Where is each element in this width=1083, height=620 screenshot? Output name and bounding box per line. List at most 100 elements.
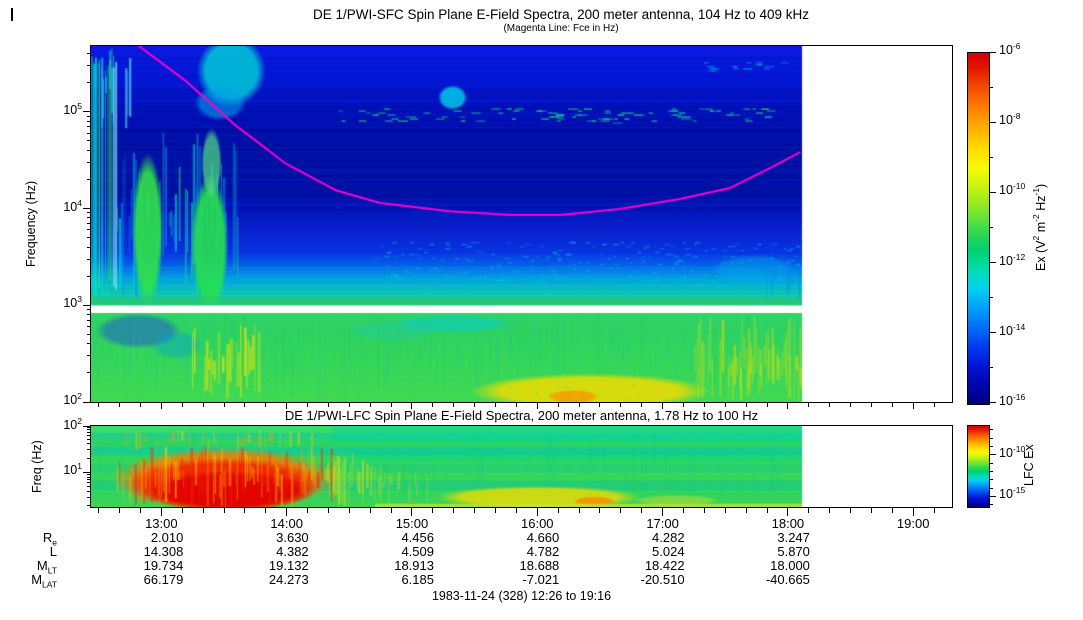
sfc-x-minor-tick xyxy=(307,403,309,407)
colorbar-major-tick xyxy=(989,402,996,403)
sfc-x-minor-tick xyxy=(348,403,350,407)
y-minor-tick xyxy=(86,309,90,311)
sfc-x-minor-tick xyxy=(599,403,601,407)
y-minor-tick xyxy=(86,82,90,84)
ephemeris-value: 3.630 xyxy=(276,530,309,545)
lfc-x-minor-tick xyxy=(139,508,141,513)
colorbar-minor-tick xyxy=(989,429,993,431)
ephemeris-value: -7.021 xyxy=(522,572,560,587)
lfc-x-minor-tick xyxy=(703,508,705,513)
lfc-x-minor-tick xyxy=(119,508,121,513)
sfc-subtitle: (Magenta Line: Fce in Hz) xyxy=(503,23,619,34)
time-tick-label: 15:00 xyxy=(395,516,429,531)
plot-artifact-mark xyxy=(11,8,13,21)
lfc-x-minor-tick xyxy=(495,508,497,513)
y-minor-tick xyxy=(86,132,90,134)
y-minor-tick xyxy=(86,457,90,459)
colorbar-tick-label: 10-14 xyxy=(999,321,1026,338)
y-minor-tick xyxy=(86,126,90,128)
lfc-x-minor-tick xyxy=(244,508,246,513)
y-major-tick xyxy=(83,111,90,113)
colorbar-tick-label: 10-16 xyxy=(999,391,1026,408)
lfc-x-minor-tick xyxy=(850,508,852,513)
y-minor-tick xyxy=(86,505,90,507)
sfc-x-minor-tick xyxy=(724,403,726,407)
colorbar-minor-tick xyxy=(989,437,993,439)
sfc-x-minor-tick xyxy=(327,403,329,407)
sfc-x-minor-tick xyxy=(432,403,434,407)
sfc-x-major-tick xyxy=(662,403,664,409)
y-minor-tick xyxy=(86,355,90,357)
ephemeris-value: -40.665 xyxy=(765,572,810,587)
y-minor-tick xyxy=(86,438,90,440)
sfc-x-minor-tick xyxy=(557,403,559,407)
colorbar-minor-tick xyxy=(989,86,993,88)
colorbar-minor-tick xyxy=(989,470,993,472)
lfc-x-minor-tick xyxy=(724,508,726,513)
lfc-x-minor-tick xyxy=(682,508,684,513)
lfc-x-minor-tick xyxy=(453,508,455,513)
time-tick-label: 17:00 xyxy=(646,516,679,531)
footer-date-range: 1983-11-24 (328) 12:26 to 19:16 xyxy=(431,589,612,603)
ephemeris-value: 4.282 xyxy=(652,530,685,545)
sfc-x-minor-tick xyxy=(265,403,267,407)
sfc-spectrogram-canvas xyxy=(91,46,952,402)
sfc-x-minor-tick xyxy=(808,403,810,407)
lfc-x-minor-tick xyxy=(474,508,476,513)
sfc-x-minor-tick xyxy=(202,403,204,407)
y-minor-tick xyxy=(86,482,90,484)
ephemeris-value: 4.509 xyxy=(401,544,434,559)
y-minor-tick xyxy=(86,258,90,260)
colorbar-minor-tick xyxy=(989,462,993,464)
time-tick-label: 19:00 xyxy=(896,516,930,531)
y-tick-label: 103 xyxy=(63,294,82,311)
ephemeris-value: 4.660 xyxy=(526,530,560,545)
y-minor-tick xyxy=(86,115,90,117)
sfc-frequency-axis-label: Frequency (Hz) xyxy=(24,180,38,268)
time-tick-label: 13:00 xyxy=(145,516,178,531)
y-major-tick xyxy=(83,304,90,306)
colorbar-minor-tick xyxy=(989,297,993,299)
time-tick-label: 14:00 xyxy=(270,516,303,531)
ephemeris-value: 19.734 xyxy=(143,558,184,573)
y-minor-tick xyxy=(86,479,90,481)
colorbar-minor-tick xyxy=(989,367,993,369)
lfc-x-minor-tick xyxy=(870,508,872,513)
colorbar-tick-label: 10-10 xyxy=(999,181,1026,198)
colorbar-minor-tick xyxy=(989,487,993,489)
sfc-x-minor-tick xyxy=(641,403,643,407)
y-minor-tick xyxy=(86,275,90,277)
ephemeris-value: 18.000 xyxy=(770,558,810,573)
sfc-colorbar xyxy=(967,52,990,405)
lfc-x-minor-tick xyxy=(578,508,580,513)
time-tick-label: 18:00 xyxy=(771,516,805,531)
sfc-x-minor-tick xyxy=(703,403,705,407)
y-minor-tick xyxy=(86,443,90,445)
ephemeris-value: 66.179 xyxy=(143,572,184,587)
y-minor-tick xyxy=(86,326,90,328)
y-minor-tick xyxy=(86,178,90,180)
sfc-x-minor-tick xyxy=(119,403,121,407)
y-minor-tick xyxy=(86,53,90,54)
lfc-x-minor-tick xyxy=(369,508,371,513)
y-minor-tick xyxy=(86,319,90,321)
sfc-colorbar-label: Ex (V2 m-2 Hz-1) xyxy=(1030,183,1048,272)
y-minor-tick xyxy=(86,496,90,498)
lfc-x-minor-tick xyxy=(432,508,434,513)
colorbar-minor-tick xyxy=(989,156,993,158)
sfc-x-minor-tick xyxy=(829,403,831,407)
y-minor-tick xyxy=(86,229,90,231)
sfc-spectrogram-plot xyxy=(90,45,953,403)
lfc-x-minor-tick xyxy=(223,508,225,513)
ephemeris-row-label: Re xyxy=(42,530,57,548)
y-minor-tick xyxy=(86,246,90,248)
lfc-x-major-tick xyxy=(286,508,288,516)
sfc-x-minor-tick xyxy=(495,403,497,407)
lfc-spectrogram-plot xyxy=(90,425,953,508)
lfc-x-minor-tick xyxy=(181,508,183,513)
sfc-x-minor-tick xyxy=(745,403,747,407)
y-tick-label: 102 xyxy=(63,390,82,408)
colorbar-major-tick xyxy=(989,191,996,193)
lfc-x-minor-tick xyxy=(808,508,810,513)
ephemeris-value: 24.273 xyxy=(268,572,309,587)
